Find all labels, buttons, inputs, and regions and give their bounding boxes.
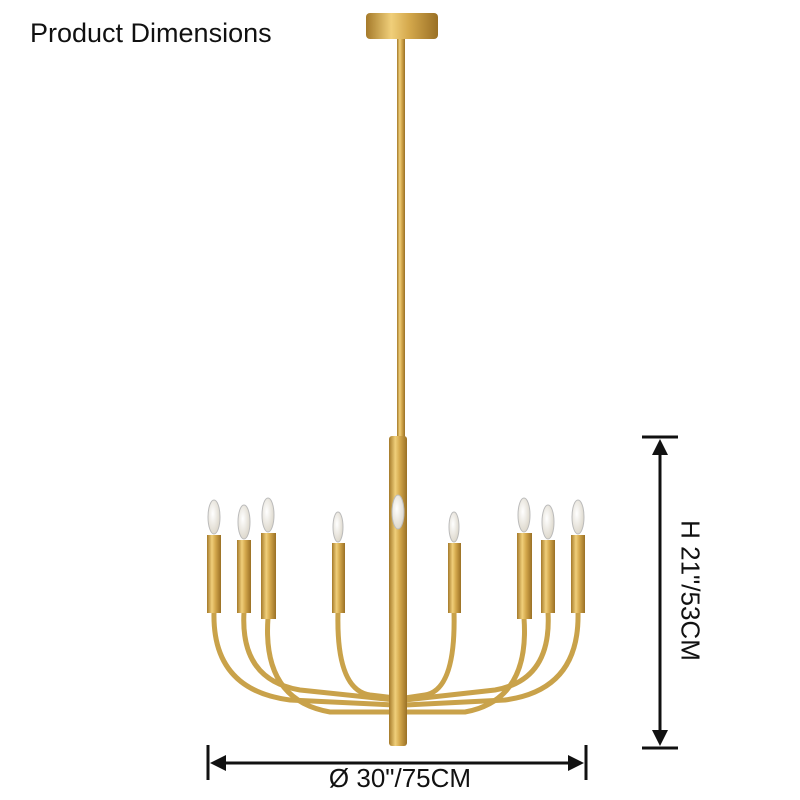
width-dimension-arrow — [206, 745, 588, 780]
arms — [211, 609, 581, 715]
width-label: Ø 30"/75CM — [328, 763, 472, 793]
center-column — [389, 436, 407, 746]
page-title: Product Dimensions — [30, 18, 272, 48]
canopy — [366, 13, 438, 39]
height-label: H 21"/53CM — [675, 520, 706, 661]
rod — [397, 39, 405, 439]
height-dimension-arrow — [642, 435, 678, 750]
candles — [207, 494, 585, 619]
